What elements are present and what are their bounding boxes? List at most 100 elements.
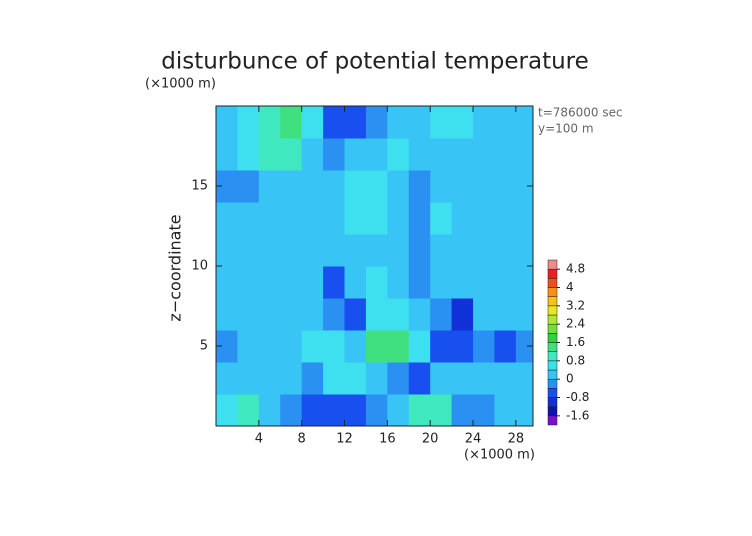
cell — [387, 266, 410, 299]
colorbar-box — [547, 369, 558, 380]
cell — [515, 394, 533, 426]
colorbar-box — [547, 378, 558, 389]
cell — [365, 106, 388, 139]
cell — [494, 330, 517, 363]
colorbar-box — [547, 388, 558, 398]
cell — [344, 138, 367, 171]
cell — [515, 234, 533, 267]
cell — [430, 394, 453, 426]
cell — [280, 362, 303, 395]
x-tick-label: 8 — [298, 432, 306, 447]
cell — [494, 202, 517, 235]
cell — [494, 298, 517, 331]
colorbar-label: 3.2 — [566, 298, 585, 312]
cell — [515, 202, 533, 235]
cell — [344, 330, 367, 363]
cell — [216, 266, 238, 299]
cell — [387, 202, 410, 235]
cell — [237, 202, 260, 235]
cell — [451, 170, 474, 203]
cell — [301, 106, 324, 139]
colorbar-box — [547, 296, 558, 307]
cell — [365, 266, 388, 299]
cell — [430, 266, 453, 299]
cell — [365, 330, 388, 363]
cell — [344, 266, 367, 299]
cell — [323, 202, 346, 235]
cell — [430, 234, 453, 267]
colorbar-box — [547, 342, 558, 352]
colorbar-box — [547, 305, 558, 316]
cell — [237, 298, 260, 331]
cell — [494, 138, 517, 171]
cell — [408, 266, 431, 299]
cell — [344, 170, 367, 203]
cell — [216, 298, 238, 331]
cell — [237, 170, 260, 203]
cell — [451, 266, 474, 299]
x-tick-label: 20 — [422, 432, 439, 447]
cell — [216, 394, 238, 426]
cell — [323, 170, 346, 203]
x-tick-label: 28 — [508, 432, 525, 447]
cell — [365, 298, 388, 331]
colorbar-box — [547, 323, 558, 334]
cell — [515, 298, 533, 331]
cell — [451, 394, 474, 426]
cell — [451, 202, 474, 235]
cell — [258, 266, 281, 299]
cell — [216, 362, 238, 395]
colorbar-box — [547, 415, 558, 426]
cell — [451, 234, 474, 267]
y-tick-label: 5 — [200, 339, 208, 354]
colorbar-box — [547, 314, 558, 325]
cell — [365, 202, 388, 235]
cell — [494, 170, 517, 203]
cell — [216, 234, 238, 267]
cell — [451, 330, 474, 363]
cell — [258, 202, 281, 235]
colorbar-box — [547, 278, 558, 288]
cell — [323, 394, 346, 426]
cell — [216, 170, 238, 203]
y-unit-label: (×1000 m) — [145, 77, 216, 92]
colorbar-box — [547, 333, 558, 343]
cell — [387, 170, 410, 203]
cell — [323, 106, 346, 139]
cell — [280, 330, 303, 363]
cell — [323, 330, 346, 363]
cell — [408, 362, 431, 395]
cell — [237, 138, 260, 171]
cell — [280, 266, 303, 299]
colorbar-label: 4 — [566, 280, 574, 294]
colorbar-label: 1.6 — [566, 335, 585, 349]
cell — [216, 330, 238, 363]
cell — [323, 234, 346, 267]
cell — [365, 394, 388, 426]
cell — [387, 330, 410, 363]
colorbar-box — [547, 351, 558, 362]
cell — [280, 170, 303, 203]
colorbar-label: -0.8 — [566, 390, 589, 404]
cell — [473, 234, 495, 267]
cell — [301, 266, 324, 299]
cell — [515, 330, 533, 363]
cell — [365, 138, 388, 171]
colorbar-box — [547, 287, 558, 297]
cell — [451, 138, 474, 171]
cell — [280, 106, 303, 139]
colorbar-label: -1.6 — [566, 408, 589, 422]
annotation: y=100 m — [538, 122, 594, 136]
colorbar-box — [547, 397, 558, 407]
cell — [344, 202, 367, 235]
cell — [430, 138, 453, 171]
cell — [408, 394, 431, 426]
chart-title: disturbunce of potential temperature — [161, 49, 589, 75]
cell — [237, 266, 260, 299]
cell — [301, 298, 324, 331]
cell — [216, 138, 238, 171]
cell — [387, 138, 410, 171]
axes: 4 8 12 16 20 24 28 5 10 15 -1.6 -0.8 0 0.8 1.6 2.4 3.2 4 4… — [191, 105, 589, 447]
annotation: t=786000 sec — [538, 106, 623, 120]
